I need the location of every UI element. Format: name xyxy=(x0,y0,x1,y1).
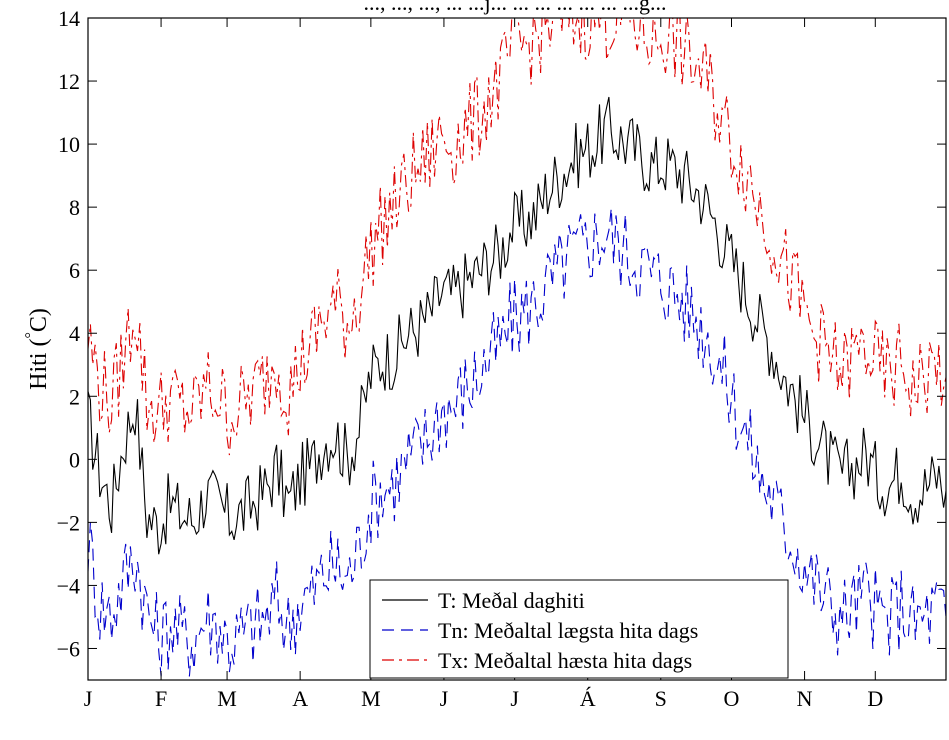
y-tick-label: −2 xyxy=(57,510,80,535)
x-tick-label: J xyxy=(84,686,93,711)
plot-frame xyxy=(87,17,947,681)
x-tick-label: S xyxy=(655,686,667,711)
y-tick-label: 2 xyxy=(69,384,80,409)
legend-entry: T: Meðal daghiti xyxy=(438,588,585,613)
y-tick-label: −6 xyxy=(57,636,80,661)
x-tick-label: M xyxy=(217,686,237,711)
y-tick-label: 12 xyxy=(58,69,80,94)
x-tick-label: F xyxy=(155,686,167,711)
y-tick-label: 4 xyxy=(69,321,80,346)
x-tick-label: O xyxy=(724,686,740,711)
legend-entry: Tn: Meðaltal lægsta hita dags xyxy=(438,618,698,643)
x-tick-label: A xyxy=(292,686,308,711)
chart-title: ..., ..., ..., ... ...j... ... ... ... .… xyxy=(363,0,666,15)
y-tick-label: −4 xyxy=(57,573,80,598)
y-tick-label: 6 xyxy=(69,258,80,283)
legend: T: Meðal daghiti Tn: Meðaltal lægsta hita… xyxy=(369,579,789,679)
y-tick-label: 14 xyxy=(58,6,80,31)
y-axis-label: Hiti (°C) xyxy=(23,308,52,390)
legend-box xyxy=(369,579,789,679)
y-tick-label: 0 xyxy=(69,447,80,472)
x-tick-label: M xyxy=(361,686,381,711)
series-line-1 xyxy=(88,208,946,677)
x-tick-label: J xyxy=(510,686,519,711)
y-axis: −6 −4 −2 0 2 4 6 8 10 12 14 xyxy=(57,6,946,661)
x-tick-label: J xyxy=(440,686,449,711)
series-line-0 xyxy=(88,96,946,555)
legend-entry: Tx: Meðaltal hæsta hita dags xyxy=(438,648,692,673)
y-tick-label: 8 xyxy=(69,195,80,220)
x-tick-label: Á xyxy=(580,686,596,711)
y-tick-label: 10 xyxy=(58,132,80,157)
x-tick-label: D xyxy=(867,686,883,711)
series-line-2 xyxy=(88,18,946,456)
x-tick-label: N xyxy=(797,686,813,711)
